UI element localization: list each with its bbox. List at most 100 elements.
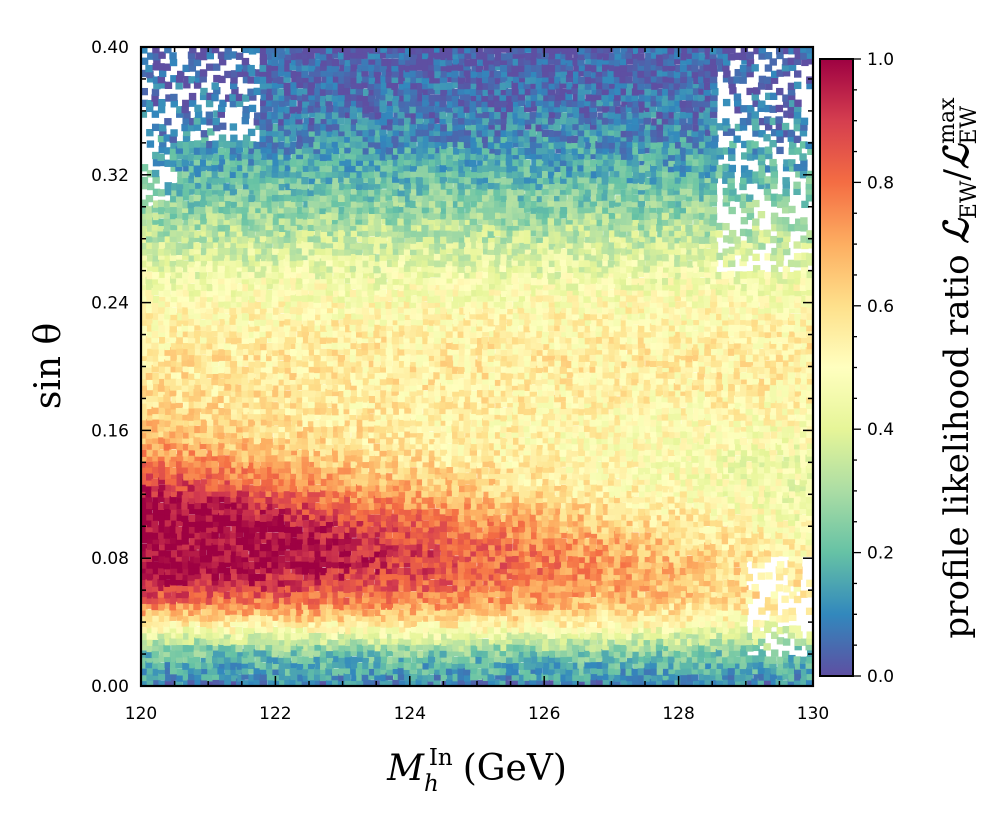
heat-cell (169, 259, 178, 267)
heat-cell (338, 212, 346, 221)
heat-cell (247, 603, 256, 611)
heat-cell (392, 117, 401, 126)
heat-cell (218, 619, 226, 628)
heat-cell (391, 384, 400, 392)
heat-cell (356, 57, 364, 65)
heat-cell (181, 502, 189, 510)
heat-cell (380, 360, 389, 368)
heat-cell (187, 347, 196, 356)
heat-cell (211, 573, 219, 581)
heat-cell (381, 614, 389, 623)
heat-cell (260, 241, 269, 249)
heat-cell (259, 662, 268, 670)
heat-cell (362, 579, 371, 587)
heat-cell (171, 396, 179, 404)
heat-cell (351, 661, 359, 670)
heat-cell (373, 584, 382, 592)
heat-cell (314, 100, 323, 108)
heat-cell (403, 413, 411, 421)
heat-cell (356, 526, 364, 534)
heat-cell (170, 402, 178, 410)
heat-cell (254, 601, 262, 610)
heat-cell (255, 566, 263, 574)
heat-cell (283, 496, 292, 504)
heat-cell (297, 638, 305, 647)
heat-cell (291, 389, 299, 397)
heat-cell (141, 299, 147, 308)
heat-cell (374, 235, 382, 244)
heat-cell (320, 123, 328, 131)
heat-cell (290, 401, 298, 409)
heat-cell (157, 189, 166, 197)
heat-cell (362, 419, 370, 427)
heat-cell (373, 365, 381, 374)
heat-cell (230, 224, 238, 232)
heat-cell (308, 335, 316, 343)
heat-cell (284, 672, 292, 681)
heat-cell (296, 135, 305, 143)
heat-cell (326, 543, 334, 551)
heat-cell (249, 319, 257, 327)
heat-cell (188, 175, 196, 184)
heat-cell (164, 383, 173, 391)
heat-cell (164, 389, 173, 398)
heat-cell (373, 519, 381, 527)
heat-cell (200, 258, 209, 267)
heat-cell (141, 637, 149, 646)
heat-cell (201, 354, 209, 362)
heat-cell (273, 229, 281, 237)
heat-cell (243, 644, 251, 652)
heat-cell (314, 583, 322, 592)
heat-cell (337, 305, 346, 314)
heat-cell (397, 572, 405, 581)
heat-cell (291, 419, 299, 427)
heat-cell (350, 246, 358, 254)
heat-cell (146, 531, 155, 539)
heat-cell (351, 632, 359, 640)
heat-cell (356, 295, 365, 303)
heat-cell (284, 170, 292, 178)
heat-cell (398, 460, 406, 469)
heat-cell (283, 354, 292, 363)
heat-cell (357, 478, 365, 486)
heat-cell (285, 431, 293, 440)
heat-cell (175, 194, 184, 202)
heat-cell (386, 631, 395, 639)
heat-cell (308, 74, 316, 83)
heat-cell (313, 235, 321, 243)
heat-cell (141, 655, 148, 664)
heat-cell (213, 87, 221, 95)
heat-cell (313, 431, 321, 439)
heat-cell (289, 159, 298, 167)
heat-cell (415, 312, 424, 321)
heat-cell (248, 430, 256, 438)
heat-cell (217, 596, 225, 604)
heat-cell (272, 607, 280, 615)
heat-cell (145, 235, 154, 243)
heat-cell (176, 319, 184, 327)
heat-cell (296, 181, 304, 190)
heat-cell (313, 152, 322, 160)
heat-cell (260, 591, 268, 599)
heat-cell (278, 501, 286, 509)
heat-cell (265, 443, 274, 451)
heat-cell (367, 401, 375, 409)
heat-cell (194, 230, 202, 238)
heat-cell (307, 672, 315, 681)
heat-cell (386, 525, 395, 533)
heat-cell (146, 360, 154, 368)
heat-cell (230, 632, 239, 640)
heat-cell (237, 674, 245, 682)
heat-cell (399, 412, 407, 420)
heat-cell (218, 365, 226, 374)
heat-cell (333, 654, 341, 663)
heat-cell (278, 465, 286, 473)
heat-cell (266, 276, 274, 284)
heat-cell (241, 318, 249, 327)
heat-cell (188, 211, 196, 219)
heat-cell (183, 473, 191, 481)
heat-cell (350, 76, 358, 84)
heat-cell (385, 265, 393, 273)
heat-cell (369, 549, 377, 558)
heat-cell (271, 394, 280, 402)
